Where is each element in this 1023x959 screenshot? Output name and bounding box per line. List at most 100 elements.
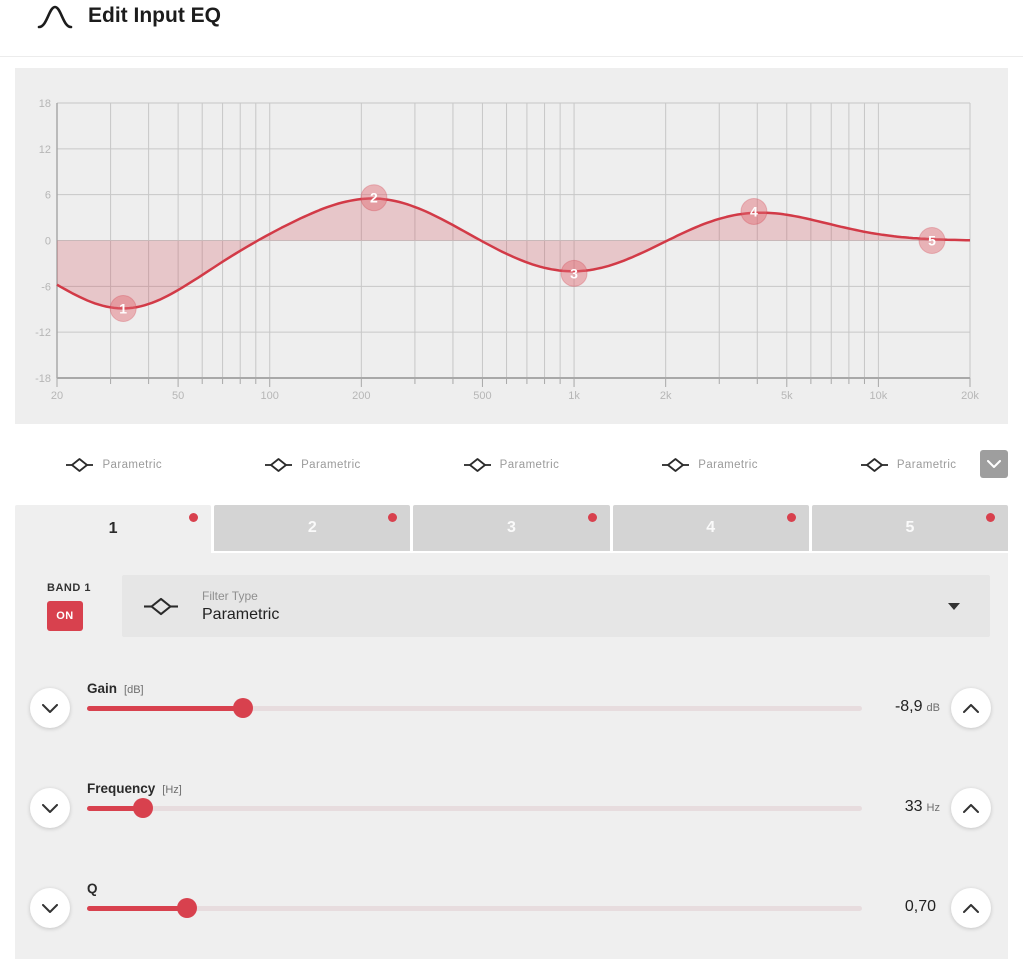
svg-text:4: 4 <box>750 203 758 219</box>
frequency-slider-thumb[interactable] <box>132 798 153 818</box>
band-marker-2[interactable]: 2 <box>360 184 388 212</box>
band-active-dot <box>388 513 398 522</box>
expand-bands-button[interactable] <box>980 450 1008 478</box>
svg-text:5: 5 <box>928 233 936 249</box>
svg-text:200: 200 <box>352 390 370 402</box>
filter-item-4: Parametric <box>611 424 810 505</box>
tab-label: 3 <box>507 519 516 536</box>
svg-text:10k: 10k <box>870 390 888 402</box>
filter-type-text: Filter Type Parametric <box>202 589 279 624</box>
band-marker-1[interactable]: 1 <box>109 294 137 322</box>
band-active-dot <box>986 513 996 522</box>
chevron-up-icon <box>963 803 979 813</box>
chevron-up-icon <box>963 703 979 713</box>
band-number-label: BAND 1 <box>47 582 91 594</box>
filter-item-label: Parametric <box>499 458 560 471</box>
svg-text:18: 18 <box>39 98 51 110</box>
filter-item-1: Parametric <box>15 424 214 505</box>
header: Edit Input EQ <box>0 0 1023 57</box>
gain-increment-button[interactable] <box>951 688 991 728</box>
filter-item-3: Parametric <box>412 424 611 505</box>
filter-item-label: Parametric <box>896 458 957 471</box>
gain-value: -8,9 dB <box>894 698 940 715</box>
chevron-down-icon <box>42 903 58 913</box>
frequency-slider-row: Frequency [Hz] 33 Hz <box>15 758 1008 858</box>
band-on-toggle[interactable]: ON <box>47 601 83 631</box>
filter-type-row: Parametric Parametric Parametric Paramet… <box>15 424 1008 505</box>
tab-label: 4 <box>706 519 716 536</box>
band-active-dot <box>189 513 199 522</box>
svg-text:3: 3 <box>570 265 578 281</box>
band-marker-5[interactable]: 5 <box>918 227 946 254</box>
band-tabs: 1 2 3 4 5 <box>15 505 1009 553</box>
svg-text:2k: 2k <box>660 390 672 402</box>
parametric-filter-icon <box>662 457 690 472</box>
tab-band-2[interactable]: 2 <box>214 505 411 551</box>
band-marker-4[interactable]: 4 <box>740 197 768 225</box>
gain-label: Gain [dB] <box>87 681 144 696</box>
gain-slider-row: Gain [dB] -8,9 dB <box>15 658 1008 758</box>
tab-band-5[interactable]: 5 <box>811 505 1009 551</box>
svg-text:500: 500 <box>473 390 491 402</box>
filter-item-5: Parametric <box>809 424 1008 505</box>
q-slider-thumb[interactable] <box>176 898 197 918</box>
svg-text:1k: 1k <box>568 390 580 402</box>
caret-down-icon <box>948 603 960 610</box>
eq-graph-panel: 18 12 6 0 -6 -12 -18 20 50 100 200 500 1k 2k 5k 10k 20k 1… <box>15 68 1008 424</box>
slider-fill <box>87 905 187 911</box>
frequency-decrement-button[interactable] <box>30 788 70 828</box>
svg-text:-12: -12 <box>35 327 51 339</box>
frequency-label: Frequency [Hz] <box>87 781 182 796</box>
filter-type-label: Filter Type <box>202 588 258 603</box>
parametric-filter-icon <box>144 597 178 615</box>
svg-text:20k: 20k <box>961 390 979 402</box>
q-increment-button[interactable] <box>951 888 991 928</box>
parametric-filter-icon <box>463 457 491 472</box>
grid-lines <box>57 102 971 378</box>
tab-band-4[interactable]: 4 <box>612 505 809 551</box>
parametric-filter-icon <box>66 457 94 472</box>
band-active-dot <box>587 513 597 522</box>
tab-label: 5 <box>905 519 915 536</box>
chevron-down-icon <box>42 703 58 713</box>
svg-text:5k: 5k <box>781 390 793 402</box>
tab-label: 2 <box>307 519 317 536</box>
chevron-up-icon <box>963 903 979 913</box>
svg-text:100: 100 <box>261 390 279 402</box>
chevron-down-icon <box>987 460 1001 468</box>
chevron-down-icon <box>42 803 58 813</box>
page-title: Edit Input EQ <box>88 4 221 27</box>
filter-item-label: Parametric <box>698 458 758 471</box>
frequency-value: 33 Hz <box>904 798 940 815</box>
q-label: Q <box>87 881 98 896</box>
svg-text:-18: -18 <box>35 373 51 385</box>
frequency-slider[interactable] <box>87 798 862 818</box>
gain-slider-thumb[interactable] <box>232 698 253 718</box>
svg-text:-6: -6 <box>41 281 51 293</box>
eq-curve-fill <box>57 198 970 309</box>
tab-band-1[interactable]: 1 <box>15 505 212 553</box>
band-control-panel: BAND 1 ON Filter Type Parametric Gain [dB… <box>15 553 1008 959</box>
q-slider[interactable] <box>87 898 862 918</box>
filter-item-label: Parametric <box>301 458 361 471</box>
svg-text:2: 2 <box>370 190 378 206</box>
svg-text:50: 50 <box>172 390 184 402</box>
slider-fill <box>87 705 243 711</box>
q-decrement-button[interactable] <box>30 888 70 928</box>
eq-curve <box>56 197 970 310</box>
svg-text:1: 1 <box>119 300 127 316</box>
filter-type-dropdown[interactable]: Filter Type Parametric <box>122 575 990 637</box>
gain-decrement-button[interactable] <box>30 688 70 728</box>
band-active-dot <box>786 513 796 522</box>
svg-text:20: 20 <box>51 390 63 402</box>
frequency-increment-button[interactable] <box>951 788 991 828</box>
filter-item-label: Parametric <box>102 458 163 471</box>
parametric-filter-icon <box>265 457 293 472</box>
gain-slider[interactable] <box>87 698 862 718</box>
svg-text:6: 6 <box>45 190 51 202</box>
band-marker-3[interactable]: 3 <box>560 259 588 287</box>
tab-band-3[interactable]: 3 <box>413 505 610 551</box>
